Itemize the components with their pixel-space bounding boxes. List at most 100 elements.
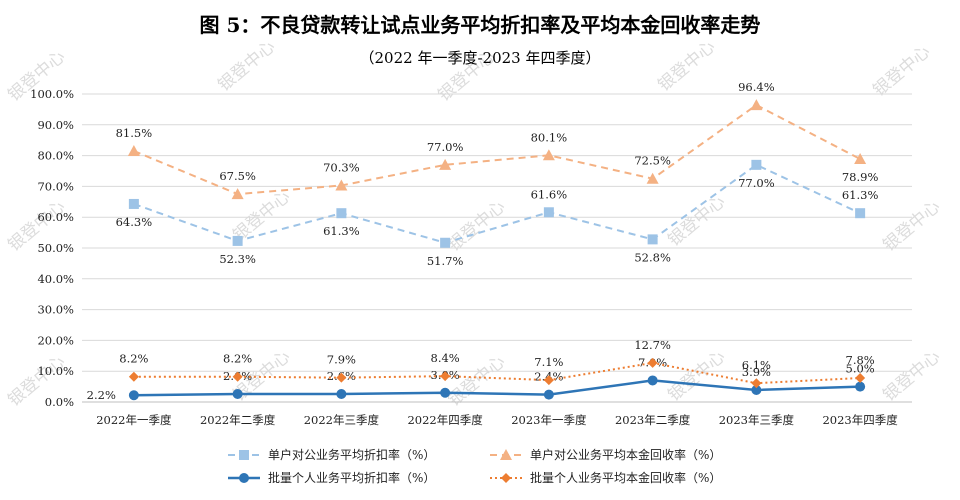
data-label: 6.1% [742,358,771,372]
data-label: 52.8% [634,250,671,264]
y-tick-label: 80.0% [37,149,74,163]
data-point-marker [543,207,554,218]
data-label: 8.4% [431,351,460,365]
data-point-marker [855,372,866,383]
data-label: 7.1% [534,355,563,369]
series-group: 81.5% 67.5% 70.3% 77.0% 80.1% 72.5% 96.4% 78.9% [116,80,879,200]
series-line [133,379,861,397]
data-point-marker [335,179,348,191]
data-point-marker [128,198,139,209]
data-point-marker [647,375,658,386]
y-tick-label: 40.0% [37,272,74,286]
legend-item: 批量个人业务平均本金回收率（%） [490,470,721,485]
data-point-marker [127,144,140,156]
data-point-marker [336,388,347,399]
data-point-marker [336,208,347,219]
data-label: 7.9% [327,353,356,367]
watermark-text: 银登中心 [654,37,719,96]
legend: 单户对公业务平均折扣率（%） 单户对公业务平均本金回收率（%） 批量个人业务平均折扣… [228,447,721,485]
data-point-marker [128,371,139,382]
data-label: 5.0% [846,362,875,376]
x-tick-label: 2022年四季度 [407,413,483,427]
data-label: 72.5% [634,154,671,168]
series-group: 64.3% 52.3% 61.3% 51.7% 61.6% 52.8% 77.0% 61.3% [116,159,879,268]
watermark-text: 银登中心 [869,42,934,101]
data-point-marker [647,357,658,368]
data-point-marker [239,473,249,483]
data-label: 7.8% [846,353,875,367]
data-point-marker [439,158,452,170]
data-label: 77.0% [738,176,775,190]
y-tick-label: 100.0% [30,87,74,101]
watermark-text: 银登中心 [664,192,729,251]
x-tick-label: 2022年二季度 [200,413,276,427]
watermark-text: 银登中心 [879,347,944,406]
legend-item: 单户对公业务平均折扣率（%） [228,447,435,462]
y-tick-label: 10.0% [37,364,74,378]
x-tick-label: 2023年一季度 [511,413,587,427]
series-layer: 64.3% 52.3% 61.3% 51.7% 61.6% 52.8% 77.0% 61.3%… [87,80,879,402]
y-tick-label: 60.0% [37,210,74,224]
x-axis: 2022年一季度 2022年二季度 2022年三季度 2022年四季度 2023年一季度… [96,413,898,427]
data-label: 64.3% [116,215,153,229]
y-tick-label: 70.0% [37,179,74,193]
data-point-marker [232,388,243,399]
series-line [133,103,861,196]
y-tick-label: 0.0% [45,395,74,409]
data-point-marker [501,473,511,483]
data-label: 8.2% [119,352,148,366]
series-group: 8.2% 8.2% 7.9% 8.4% 7.1% 12.7% 6.1% 7.8% [119,338,875,389]
data-point-marker [543,375,554,386]
data-point-marker [751,384,762,395]
x-tick-label: 2022年一季度 [96,413,172,427]
data-point-marker [751,378,762,389]
data-label: 80.1% [531,130,568,144]
series-group: 2.2%2.6%2.6%3.0%2.4%7.0%3.9%5.0% [87,355,875,402]
data-point-marker [854,152,867,164]
data-point-marker [855,381,866,392]
data-label: 70.3% [323,160,360,174]
data-point-marker [336,372,347,383]
watermark-text: 银登中心 [214,37,279,96]
data-label: 96.4% [738,80,775,94]
y-tick-label: 30.0% [37,303,74,317]
y-tick-label: 50.0% [37,241,74,255]
data-label: 67.5% [219,169,256,183]
data-point-marker [500,449,512,460]
data-point-marker [232,371,243,382]
y-tick-label: 90.0% [37,118,74,132]
watermark-text: 银登中心 [664,347,729,406]
data-point-marker [750,99,763,111]
data-label: 81.5% [116,126,153,140]
data-label: 52.3% [219,252,256,266]
data-point-marker [855,208,866,219]
data-point-marker [543,389,554,400]
data-label: 78.9% [842,170,879,184]
legend-label: 批量个人业务平均本金回收率（%） [530,470,721,485]
legend-label: 单户对公业务平均折扣率（%） [268,447,435,462]
data-point-marker [440,371,451,382]
data-point-marker [128,390,139,401]
data-point-marker [440,237,451,248]
data-label: 61.3% [323,224,360,238]
y-axis: 0.0% 10.0% 20.0% 30.0% 40.0% 50.0% 60.0% 70.0% 8… [30,87,74,409]
chart-title: 图 5：不良贷款转让试点业务平均折扣率及平均本金回收率走势 [200,13,761,37]
data-label: 61.6% [531,187,568,201]
x-tick-label: 2023年四季度 [822,413,898,427]
x-tick-label: 2023年二季度 [615,413,691,427]
data-point-marker [231,188,244,200]
watermark-text: 银登中心 [444,197,509,256]
legend-label: 单户对公业务平均本金回收率（%） [530,447,721,462]
data-label: 2.2% [87,388,116,402]
gridlines [82,93,912,403]
data-point-marker [542,149,555,161]
data-label: 61.3% [842,188,879,202]
data-point-marker [646,172,659,184]
data-point-marker [440,387,451,398]
y-tick-label: 20.0% [37,333,74,347]
chart-subtitle: （2022 年一季度-2023 年四季度） [360,49,601,67]
legend-item: 批量个人业务平均折扣率（%） [228,470,435,485]
data-label: 3.9% [742,365,771,379]
data-label: 8.2% [223,352,252,366]
